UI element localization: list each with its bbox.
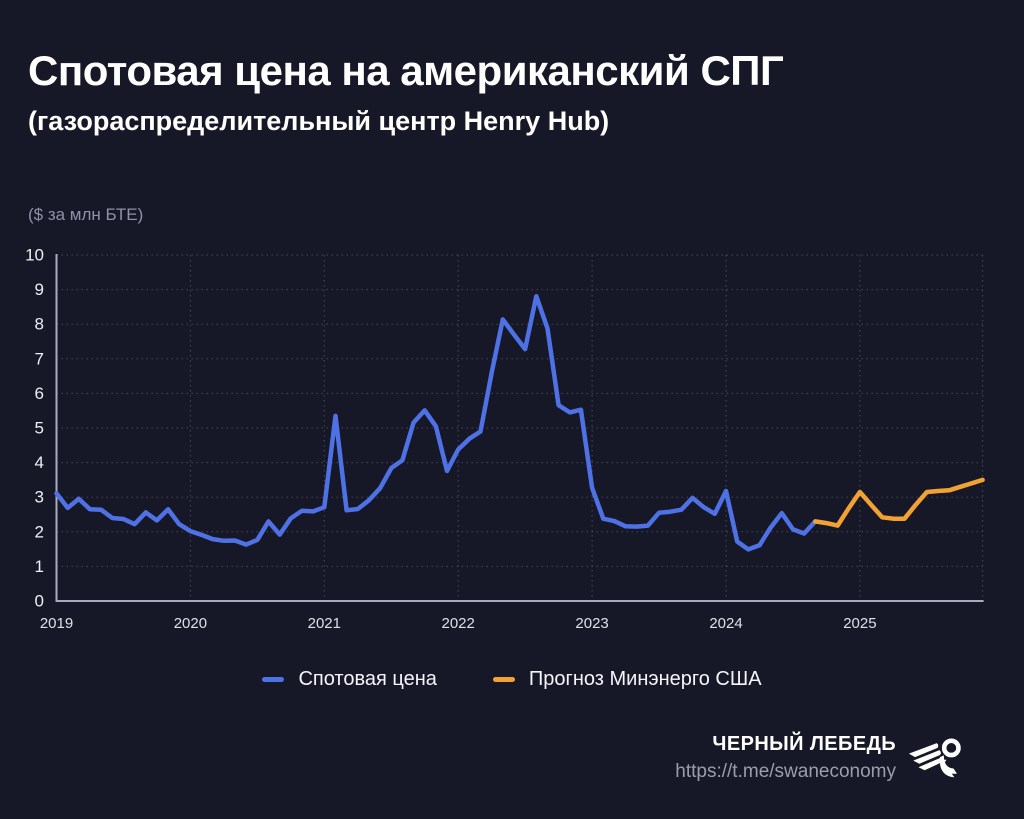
svg-text:2024: 2024 [709, 615, 742, 632]
chart-subtitle: (газораспределительный центр Henry Hub) [28, 106, 610, 136]
svg-text:3: 3 [35, 488, 44, 507]
y-axis-unit-label: ($ за млн БТЕ) [28, 205, 144, 224]
svg-text:7: 7 [35, 349, 44, 368]
chart-legend: Спотовая цена Прогноз Минэнерго США [0, 668, 1024, 691]
svg-text:2025: 2025 [843, 615, 876, 632]
svg-text:5: 5 [35, 418, 44, 437]
svg-text:2023: 2023 [575, 615, 608, 632]
legend-item-forecast-label: Прогноз Минэнерго США [528, 668, 762, 690]
legend-item-spot-price-label: Спотовая цена [298, 668, 437, 690]
swan-logo-icon [908, 738, 961, 778]
svg-text:9: 9 [35, 280, 44, 299]
footer-text: ЧЕРНЫЙ ЛЕБЕДЬ https://t.me/swaneconomy [675, 733, 896, 783]
svg-text:2019: 2019 [40, 615, 73, 632]
chart-title: Спотовая цена на американский СПГ [28, 47, 784, 94]
svg-text:10: 10 [25, 245, 44, 264]
svg-text:2022: 2022 [442, 615, 475, 632]
legend-item-spot-price: Спотовая цена [262, 668, 437, 691]
svg-text:2021: 2021 [308, 615, 341, 632]
footer-branding: ЧЕРНЫЙ ЛЕБЕДЬ https://t.me/swaneconomy [675, 733, 964, 783]
spot-line-swatch-icon [262, 677, 285, 682]
brand-url: https://t.me/swaneconomy [675, 761, 896, 782]
svg-text:2020: 2020 [174, 615, 207, 632]
legend-item-forecast: Прогноз Минэнерго США [492, 668, 762, 691]
forecast-line-swatch-icon [492, 677, 515, 682]
brand-name: ЧЕРНЫЙ ЛЕБЕДЬ [712, 733, 896, 755]
svg-text:1: 1 [35, 557, 44, 576]
svg-text:0: 0 [35, 591, 44, 610]
svg-text:6: 6 [35, 384, 44, 403]
svg-text:2: 2 [35, 522, 44, 541]
svg-text:8: 8 [35, 315, 44, 334]
svg-text:4: 4 [35, 453, 44, 472]
